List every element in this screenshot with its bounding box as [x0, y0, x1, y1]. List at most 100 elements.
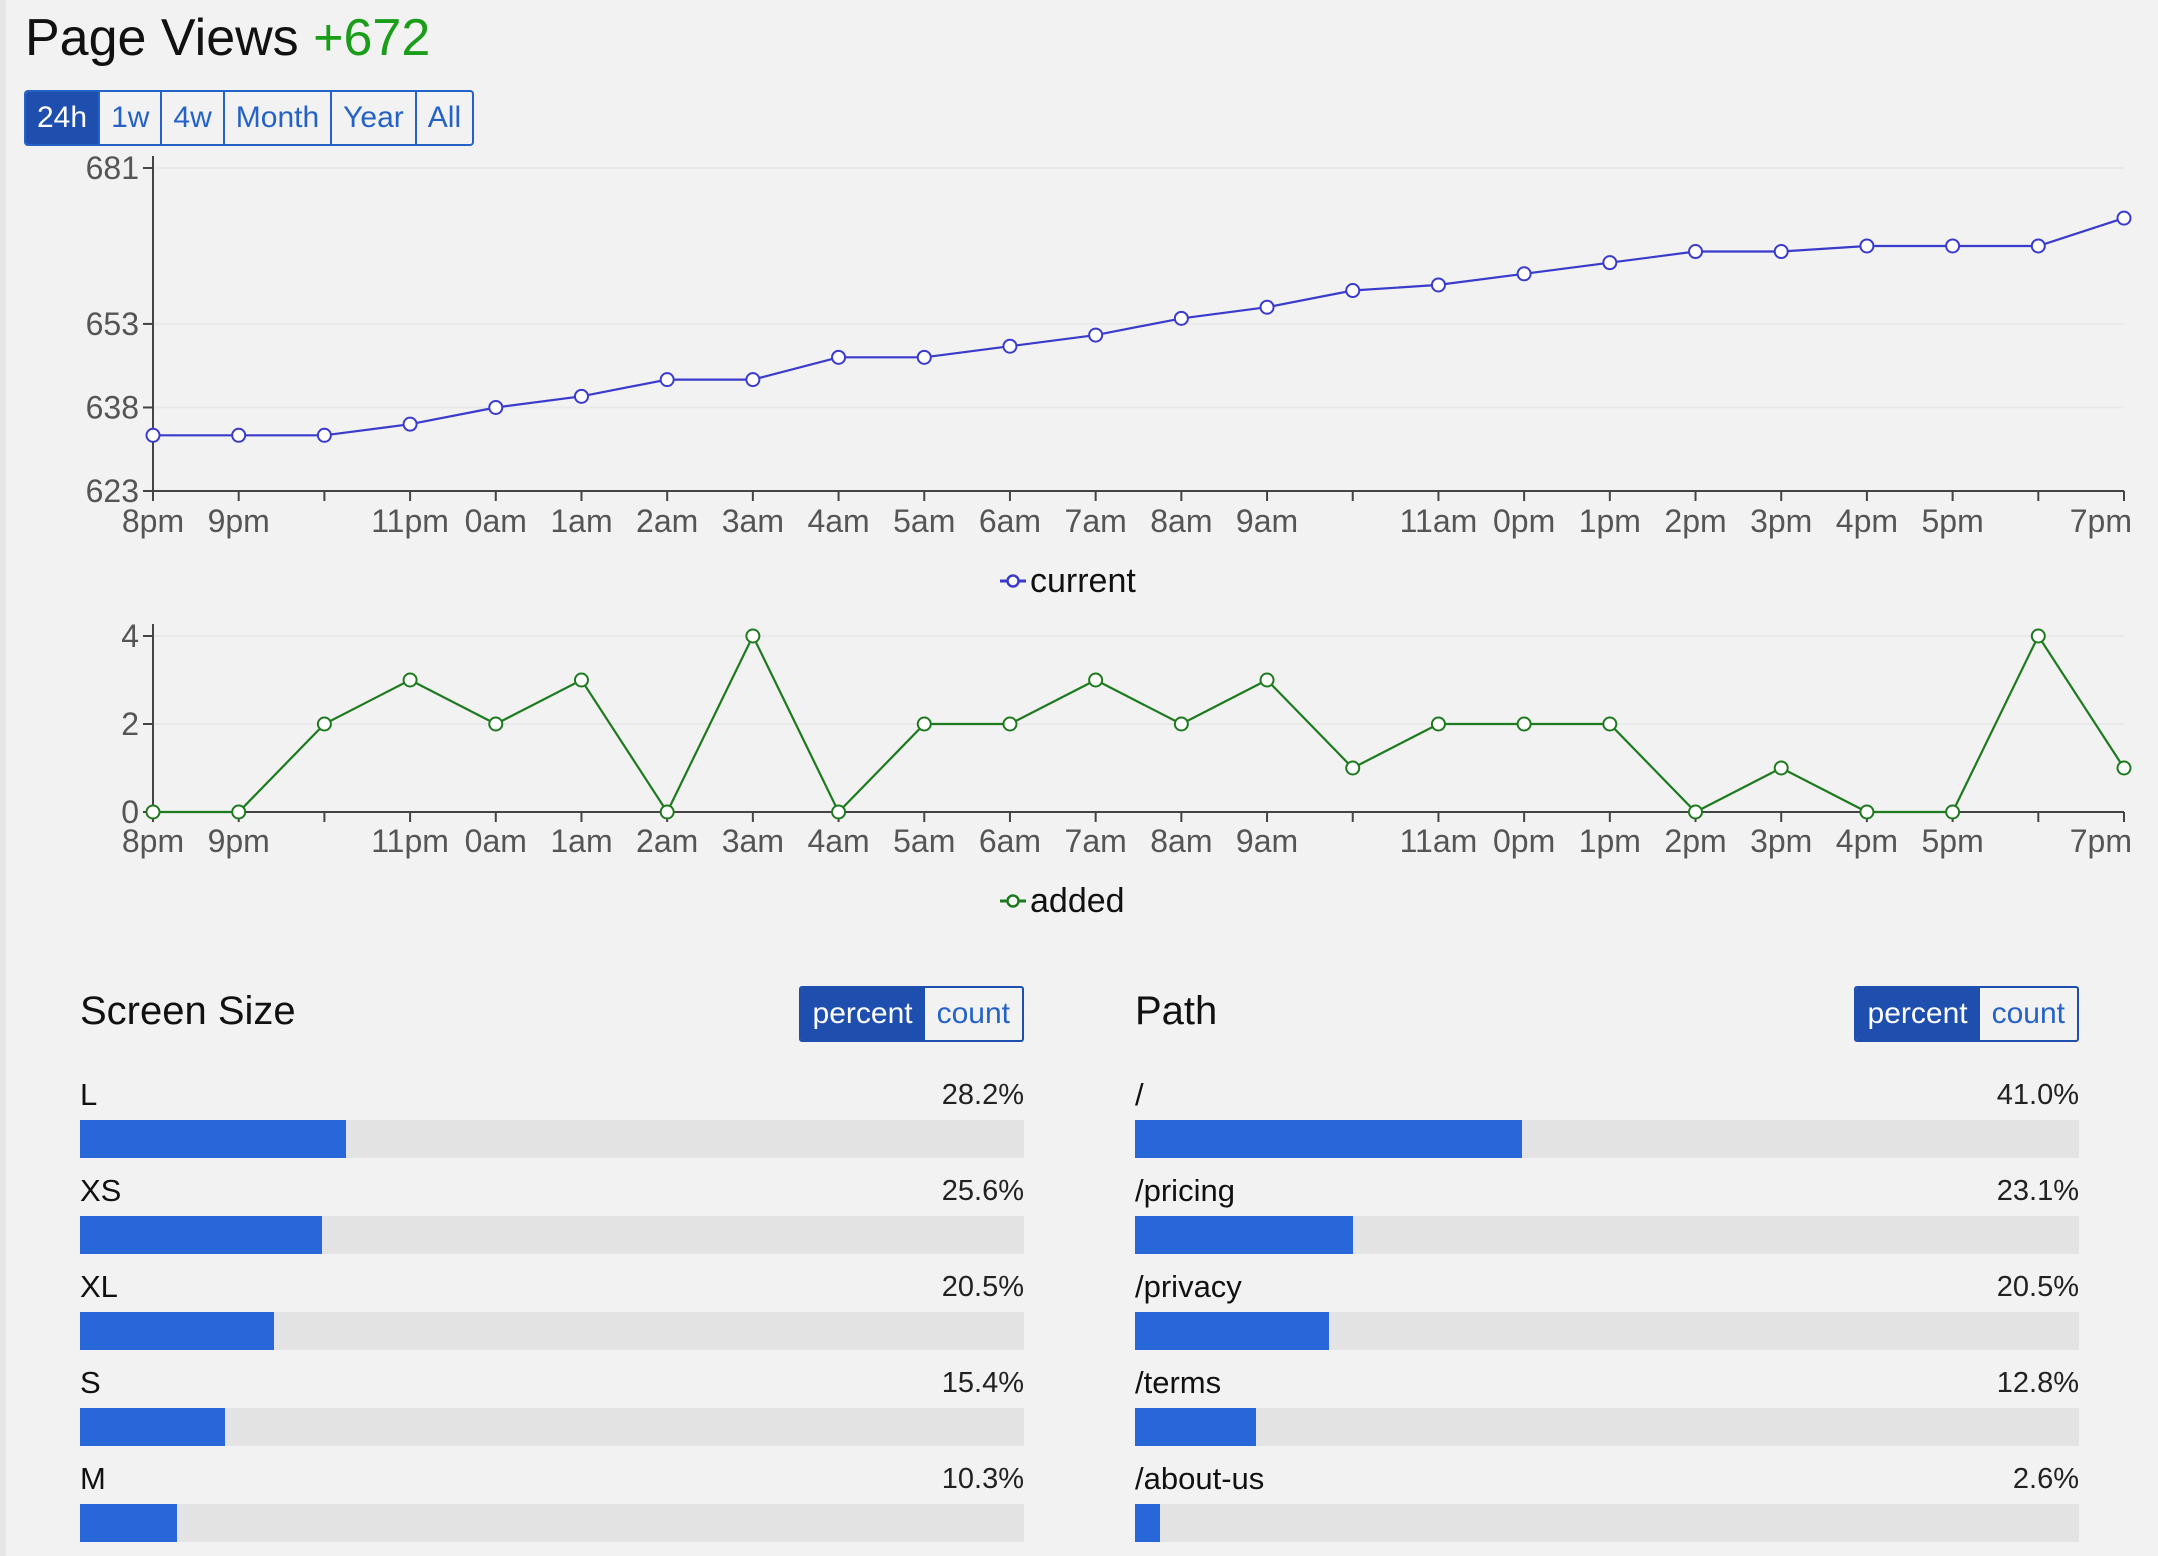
current-data-point [1773, 244, 1789, 260]
current-y-tick-label: 653 [86, 306, 139, 342]
current-x-tick-label: 7am [1065, 503, 1127, 539]
current-data-point [1259, 299, 1275, 315]
row-label: L [80, 1077, 98, 1112]
added-data-point [1173, 716, 1189, 732]
added-data-point [745, 628, 761, 644]
current-data-point [1430, 277, 1446, 293]
added-data-point [145, 804, 161, 820]
current-x-tick-label: 5am [893, 503, 955, 539]
row-label: S [80, 1365, 101, 1400]
list-item[interactable]: /terms 12.8% [1135, 1358, 2079, 1454]
screen-size-list: L 28.2% XS 25.6% XL 20.5% S 15.4% M 10.3% [80, 1070, 1024, 1550]
added-legend-label: added [1030, 882, 1125, 920]
current-x-tick-label: 2am [636, 503, 698, 539]
row-label: /about-us [1135, 1461, 1265, 1496]
current-data-point [488, 399, 504, 415]
page-title-text: Page Views [25, 9, 299, 67]
bar-track [80, 1120, 1024, 1158]
current-x-tick-label: 9am [1236, 503, 1298, 539]
bar-track [1135, 1216, 2079, 1254]
added-legend-marker [1006, 894, 1020, 908]
current-x-tick-label: 3pm [1750, 503, 1812, 539]
screen-size-percent-button[interactable]: percent [800, 988, 925, 1040]
added-x-tick-label: 8pm [122, 823, 184, 859]
added-data-point [916, 716, 932, 732]
added-data-point [2030, 628, 2046, 644]
bar-track [1135, 1408, 2079, 1446]
tab-all[interactable]: All [427, 101, 462, 134]
bar-track [1135, 1504, 2079, 1542]
bar-fill [1135, 1312, 1329, 1350]
added-data-point [831, 804, 847, 820]
added-y-tick-label: 4 [121, 618, 139, 654]
path-title: Path [1135, 989, 1218, 1033]
current-data-point [1516, 266, 1532, 282]
tab-1w[interactable]: 1w [100, 92, 163, 144]
current-data-point [145, 427, 161, 443]
list-item[interactable]: / 41.0% [1135, 1070, 2079, 1166]
current-data-point [1688, 244, 1704, 260]
added-data-point [1773, 760, 1789, 776]
added-x-tick-label: 2am [636, 823, 698, 859]
tab-year[interactable]: Year [332, 92, 417, 144]
list-item[interactable]: XS 25.6% [80, 1166, 1024, 1262]
list-item[interactable]: /privacy 20.5% [1135, 1262, 2079, 1358]
row-value: 10.3% [941, 1463, 1024, 1495]
added-data-point [659, 804, 675, 820]
list-item[interactable]: L 28.2% [80, 1070, 1024, 1166]
tab-24h[interactable]: 24h [26, 92, 101, 144]
path-percent-button[interactable]: percent [1855, 988, 1980, 1040]
current-data-point [659, 372, 675, 388]
tab-month[interactable]: Month [225, 92, 333, 144]
current-data-point [1345, 283, 1361, 299]
list-item[interactable]: /about-us 2.6% [1135, 1454, 2079, 1550]
current-data-point [402, 416, 418, 432]
current-x-tick-label: 11pm [371, 503, 449, 539]
tab-4w[interactable]: 4w [162, 92, 225, 144]
row-value: 25.6% [941, 1175, 1024, 1207]
current-data-point [1002, 338, 1018, 354]
bar-track [80, 1504, 1024, 1542]
added-data-point [1430, 716, 1446, 732]
added-x-tick-label: 3pm [1750, 823, 1812, 859]
bar-track [1135, 1120, 2079, 1158]
current-data-point [1859, 238, 1875, 254]
row-label: /pricing [1135, 1173, 1235, 1208]
added-x-tick-label: 3am [722, 823, 784, 859]
list-item[interactable]: M 10.3% [80, 1454, 1024, 1550]
current-y-tick-label: 638 [86, 389, 139, 425]
current-x-tick-label: 6am [979, 503, 1041, 539]
current-x-tick-label: 0pm [1493, 503, 1555, 539]
added-data-point [1088, 672, 1104, 688]
added-x-tick-label: 0pm [1493, 823, 1555, 859]
screen-size-count-button[interactable]: count [936, 997, 1010, 1030]
bar-track [80, 1312, 1024, 1350]
added-x-tick-label: 9pm [208, 823, 270, 859]
current-x-tick-label: 3am [722, 503, 784, 539]
current-x-tick-label: 8pm [122, 503, 184, 539]
bar-track [1135, 1312, 2079, 1350]
current-x-tick-label: 5pm [1921, 503, 1983, 539]
list-item[interactable]: /pricing 23.1% [1135, 1166, 2079, 1262]
added-data-point [1602, 716, 1618, 732]
current-x-tick-label: 4pm [1836, 503, 1898, 539]
current-x-tick-label: 1am [550, 503, 612, 539]
list-item[interactable]: XL 20.5% [80, 1262, 1024, 1358]
page-views-charts: 623 638 653 681 8pm 9pm 11pm 0am 1am 2am 3am 4am 5am… [86, 150, 2132, 920]
current-x-tick-label: 7pm [2070, 503, 2132, 539]
row-value: 15.4% [941, 1367, 1024, 1399]
row-value: 28.2% [941, 1079, 1024, 1111]
current-data-point [831, 349, 847, 365]
row-label: /terms [1135, 1365, 1222, 1400]
current-data-point [316, 427, 332, 443]
row-value: 23.1% [1996, 1175, 2079, 1207]
bar-fill [80, 1504, 178, 1542]
list-item[interactable]: S 15.4% [80, 1358, 1024, 1454]
path-count-button[interactable]: count [1991, 997, 2065, 1030]
current-x-tick-label: 8am [1150, 503, 1212, 539]
row-label: / [1135, 1077, 1144, 1112]
added-data-point [231, 804, 247, 820]
current-data-point [231, 427, 247, 443]
screen-size-title: Screen Size [80, 989, 296, 1033]
bar-track [80, 1408, 1024, 1446]
